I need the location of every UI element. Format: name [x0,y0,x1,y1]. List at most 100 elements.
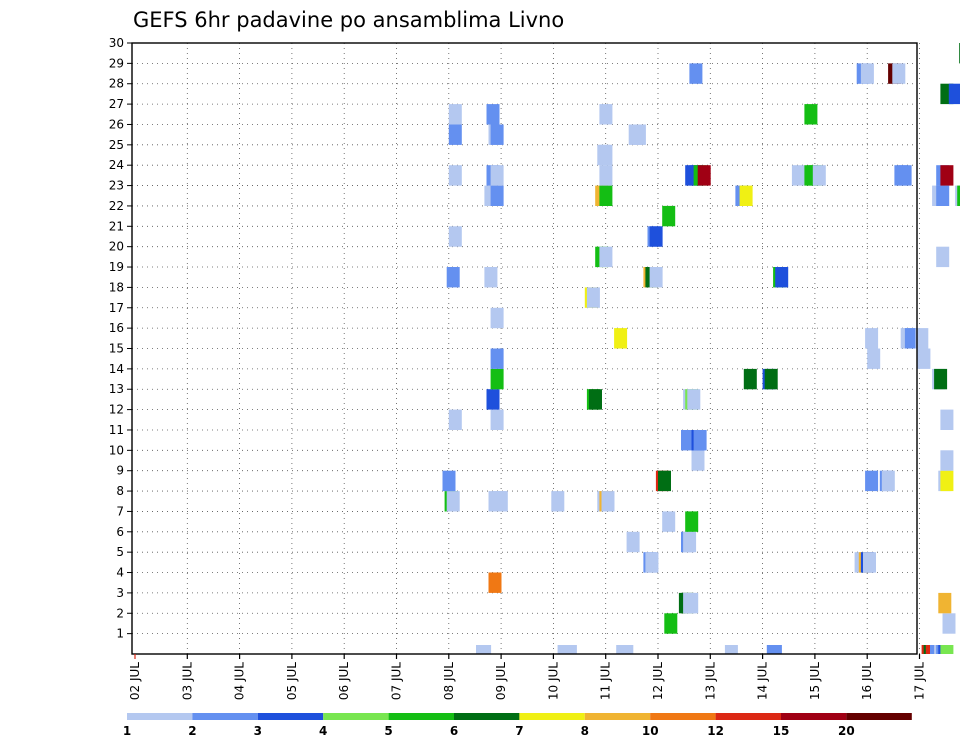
legend-label: 5 [384,724,392,738]
heatmap-cell [551,491,565,512]
y-tick-label: 15 [109,342,124,356]
heatmap-cell [791,165,805,186]
x-tick-label: 06 JUL [337,662,351,700]
y-tick-label: 14 [109,362,124,376]
heatmap-cell [601,491,615,512]
heatmap-cell [689,63,703,84]
heatmap-cell [446,491,460,512]
heatmap-cell [881,470,895,492]
heatmap-cell [957,185,960,206]
y-tick-label: 9 [116,464,124,478]
heatmap-cell [658,470,671,492]
heatmap-cell [486,104,500,125]
x-tick-label: 16 JUL [860,662,874,700]
heatmap-cell [649,226,663,247]
heatmap-cell [484,267,498,288]
heatmap-cell [664,613,678,634]
x-tick-label: 02 JUL [128,662,142,700]
y-tick-label: 22 [109,199,124,213]
x-tick-label: 08 JUL [442,662,456,700]
y-tick-label: 30 [109,36,124,50]
legend-swatch [715,713,781,720]
heatmap-cell [940,470,954,492]
heatmap-cell [892,63,906,84]
y-tick-label: 29 [109,56,124,70]
y-tick-label: 13 [109,382,124,396]
heatmap-cell [898,165,912,186]
heatmap-cell [448,409,462,430]
heatmap-cell [865,328,879,349]
y-tick-label: 18 [109,280,124,294]
heatmap-cell [691,450,705,471]
y-tick-label: 7 [116,504,124,518]
y-tick-label: 20 [109,240,124,254]
heatmap-cell [683,531,697,553]
heatmap-cell [599,246,613,268]
y-tick-label: 3 [116,586,124,600]
legend-swatch [323,713,389,720]
legend-swatch [127,713,193,720]
heatmap-cell [490,165,504,186]
heatmap-cell [940,450,954,471]
legend-label: 8 [581,724,589,738]
heatmap-cell [599,165,613,186]
heatmap-cell [563,645,577,654]
legend-label: 7 [515,724,523,738]
y-tick-label: 2 [116,606,124,620]
heatmap-cell [936,246,950,268]
heatmap-cell [494,491,508,512]
heatmap-cell [626,531,640,553]
heatmap-cell [934,368,948,390]
legend-label: 3 [254,724,262,738]
heatmap-cell [490,124,504,145]
heatmap-cell [940,165,954,186]
y-tick-label: 28 [109,77,124,91]
legend-swatch [781,713,847,720]
heatmap-cell [614,328,628,349]
heatmap-cell [942,613,956,634]
heatmap-cell [490,307,504,329]
heatmap-cell [863,552,876,573]
heatmap-cell [764,368,778,390]
legend-label: 15 [773,724,790,738]
heatmap-cell [685,511,699,532]
heatmap-cell [936,185,950,206]
heatmap-cell [693,430,707,451]
heatmap-cell [446,267,460,288]
heatmap-cell [620,645,634,654]
legend-swatch [454,713,520,720]
heatmap-cell [804,104,818,125]
heatmap-cell [586,287,600,308]
heatmap-cell [812,165,826,186]
heatmap-cell [940,409,954,430]
legend-swatch [388,713,454,720]
x-tick-label: 03 JUL [180,662,194,700]
heatmap-cell [599,144,613,166]
heatmap-cell [599,185,613,206]
heatmap-cell [697,165,711,186]
heatmap-cell [448,104,462,125]
plot-background [132,43,917,654]
y-tick-label: 26 [109,117,124,131]
x-tick-label: 05 JUL [285,662,299,700]
legend-label: 2 [188,724,196,738]
heatmap-cell [589,389,602,410]
heatmap-cell [948,83,960,105]
y-tick-label: 21 [109,219,124,233]
y-tick-label: 8 [116,484,124,498]
heatmap-cell [662,205,676,227]
heatmap-cell [768,645,782,654]
heatmap-cell [867,348,881,369]
heatmap-cell [904,328,918,349]
heatmap-cell [442,470,456,492]
x-tick-label: 12 JUL [651,662,665,700]
y-tick-label: 10 [109,443,124,457]
heatmap-cell [599,104,613,125]
heatmap-cell [681,430,694,451]
y-tick-label: 16 [109,321,124,335]
heatmap-cell [724,645,738,654]
heatmap-cell [917,348,931,369]
y-tick-label: 1 [116,627,124,641]
heatmap-cell [685,592,699,614]
y-tick-label: 4 [116,566,124,580]
